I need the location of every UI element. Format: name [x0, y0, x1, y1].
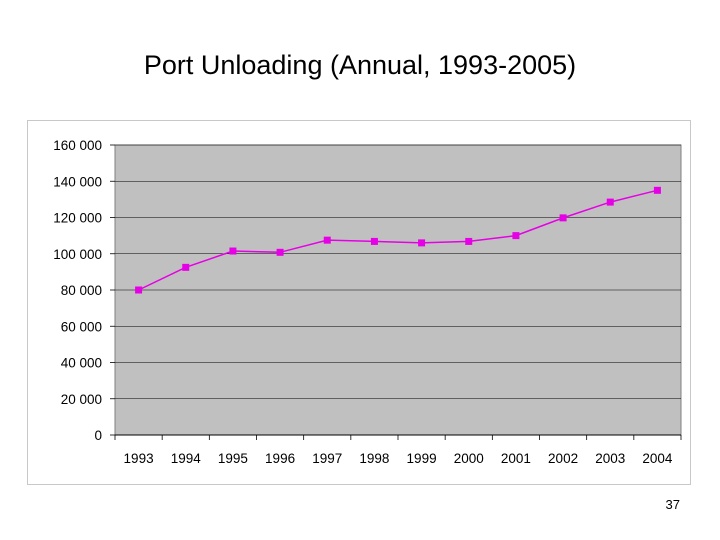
y-tick-label: 160 000: [53, 138, 102, 153]
y-tick-label: 80 000: [61, 283, 102, 298]
data-point: [418, 239, 426, 247]
data-point: [276, 248, 284, 256]
data-point: [559, 214, 567, 222]
y-tick-label: 40 000: [61, 356, 102, 371]
x-tick-label: 1996: [265, 451, 295, 466]
slide-title: Port Unloading (Annual, 1993-2005): [143, 50, 577, 80]
data-point: [606, 198, 614, 206]
y-tick-label: 140 000: [53, 174, 102, 189]
y-axis-tick-labels: 0 20 000 40 000 60 000 80 000 100 000 120 000 1…: [53, 138, 102, 443]
x-tick-label: 2003: [595, 451, 625, 466]
y-tick-label: 0: [94, 428, 102, 443]
data-point: [182, 263, 190, 271]
x-tick-label: 2002: [548, 451, 578, 466]
y-tick-label: 20 000: [61, 392, 102, 407]
x-tick-label: 1994: [171, 451, 202, 466]
x-tick-label: 2004: [642, 451, 673, 466]
y-tick-label: 100 000: [53, 247, 102, 262]
x-tick-label: 2001: [501, 451, 531, 466]
series-line: [138, 189, 658, 291]
x-tick-label: 2000: [454, 451, 484, 466]
data-point: [465, 237, 473, 245]
data-point: [653, 186, 661, 194]
x-tick-label: 1999: [407, 451, 437, 466]
data-point: [323, 236, 331, 244]
y-tick-label: 60 000: [61, 319, 102, 334]
data-point: [370, 237, 378, 245]
x-tick-label: 1998: [359, 451, 389, 466]
page-number: 37: [665, 497, 680, 512]
y-tick-label: 120 000: [53, 211, 102, 226]
x-axis-tick-labels: 1993 1994 1995 1996 1997 1998 1999 2000 2001 2002…: [124, 451, 673, 466]
data-point: [135, 286, 143, 294]
x-tick-label: 1993: [124, 451, 154, 466]
data-point: [229, 247, 237, 255]
data-point: [512, 232, 520, 240]
gridlines: [110, 144, 682, 440]
x-tick-label: 1997: [312, 451, 342, 466]
x-tick-label: 1995: [218, 451, 248, 466]
data-series: [135, 186, 661, 294]
